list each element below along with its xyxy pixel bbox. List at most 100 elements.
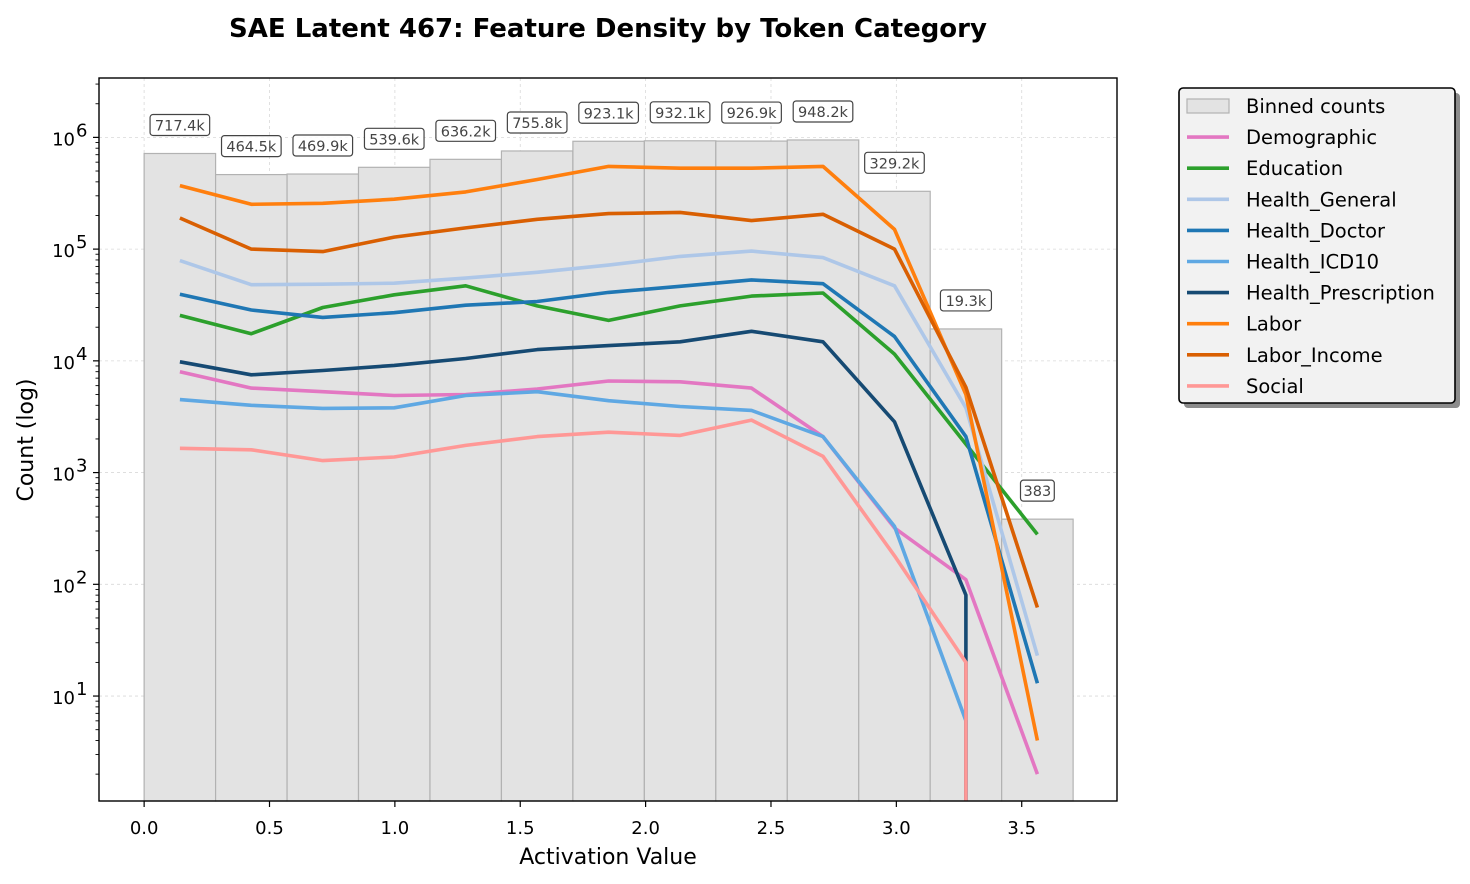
legend-entry: Education (1187, 157, 1343, 180)
legend-box (1178, 87, 1456, 404)
bin-count-label: 383 (1019, 479, 1055, 502)
bin-count-label: 923.1k (578, 101, 640, 124)
legend: Binned counts Demographic Education Health_… (1178, 87, 1460, 408)
bin-count-label: 539.6k (363, 127, 425, 150)
bin-count-label-text: 926.9k (727, 106, 778, 122)
y-tick-label: 10 (52, 465, 75, 486)
bin-count-label-text: 717.4k (155, 118, 206, 134)
bin-count-label-box (939, 289, 993, 312)
bin-count-label-text: 636.2k (441, 124, 492, 140)
series-line-labor (179, 164, 1040, 741)
series-line-health-icd10 (179, 389, 968, 801)
bin-count-label: 926.9k (721, 101, 782, 124)
histogram-bar (429, 158, 503, 802)
legend-entry: Health_Doctor (1187, 219, 1386, 242)
bin-count-label-box (864, 151, 925, 174)
legend-entry: Labor (1187, 313, 1302, 336)
legend-swatch (1186, 98, 1230, 114)
series-line-labor-income (179, 210, 1040, 609)
bin-count-label-box (363, 127, 425, 150)
bin-count-label-text: 19.3k (946, 294, 987, 310)
bin-count-label-box (149, 113, 211, 137)
bin-count-labels: 717.4k 464.5k 469.9k 539.6k 636.2k 755.8k 923.… (149, 100, 1055, 502)
bin-count-label-box (292, 134, 354, 157)
series-line-social (179, 418, 968, 801)
x-tick-label: 3.0 (882, 818, 911, 839)
x-tick-label: 2.5 (757, 818, 786, 839)
legend-label: Social (1246, 375, 1304, 398)
bin-count-label-text: 469.9k (298, 139, 349, 155)
y-tick-exponent: 5 (76, 232, 87, 253)
legend-label: Labor_Income (1246, 344, 1383, 367)
histogram-bar (643, 140, 717, 802)
y-tick-label: 10 (52, 688, 75, 709)
histogram-bar (143, 152, 217, 802)
legend-entry: Demographic (1187, 126, 1377, 149)
bin-count-label: 469.9k (292, 134, 354, 157)
bin-count-label: 464.5k (220, 134, 282, 158)
legend-entry: Social (1187, 375, 1304, 398)
histogram-bar (715, 140, 788, 802)
histogram-bar (572, 140, 645, 802)
legend-entry: Health_ICD10 (1187, 251, 1379, 274)
series-line-health-general (179, 249, 1040, 657)
y-tick-label: 10 (52, 353, 75, 374)
legend-entry: Binned counts (1186, 95, 1385, 118)
y-tick-exponent: 2 (76, 567, 87, 588)
y-tick-label: 10 (52, 576, 75, 597)
y-axis-title: Count (log) (14, 378, 39, 501)
bin-count-label: 948.2k (792, 100, 854, 123)
chart-title: SAE Latent 467: Feature Density by Token… (229, 14, 987, 44)
y-tick-exponent: 1 (76, 679, 87, 700)
bin-count-label-box (649, 101, 711, 124)
bin-count-label-text: 383 (1024, 484, 1052, 500)
bin-count-label-box (435, 119, 497, 142)
bin-count-label-text: 329.2k (870, 156, 921, 172)
x-tick-label: 1.0 (381, 818, 410, 839)
bin-count-label-box (220, 134, 282, 158)
bin-count-label: 932.1k (649, 101, 711, 124)
bin-count-label-box (721, 101, 782, 124)
histogram-bins (143, 139, 1074, 802)
legend-label: Labor (1246, 313, 1302, 336)
bin-count-label: 19.3k (939, 289, 993, 312)
bin-count-label-text: 539.6k (369, 132, 420, 148)
bin-count-label-box (578, 101, 640, 124)
x-axis-ticks: 0.0 0.5 1.0 1.5 2.0 2.5 3.0 3.5 (130, 801, 1036, 839)
bin-count-label: 329.2k (864, 151, 925, 174)
histogram-bar (286, 173, 360, 802)
bin-count-label-text: 464.5k (226, 140, 277, 156)
series-line-health-doctor (179, 278, 1040, 684)
bin-count-label-box (792, 100, 854, 123)
series-line-education (179, 284, 1039, 536)
x-tick-label: 0.0 (130, 818, 159, 839)
y-tick-label: 10 (52, 241, 75, 262)
legend-label: Demographic (1246, 126, 1377, 149)
legend-label: Binned counts (1246, 95, 1385, 118)
bin-count-label-text: 923.1k (584, 106, 635, 122)
x-tick-label: 1.5 (506, 818, 535, 839)
histogram-bar (786, 139, 860, 802)
plot-area-frame (98, 77, 1118, 802)
legend-label: Health_Doctor (1246, 219, 1386, 242)
bin-count-label: 755.8k (506, 111, 568, 134)
bin-count-label-text: 755.8k (512, 116, 563, 132)
legend-label: Health_ICD10 (1246, 251, 1379, 274)
legend-entry: Health_General (1187, 188, 1397, 211)
histogram-bar (357, 166, 431, 802)
histogram-bar (214, 173, 288, 802)
x-tick-label: 2.0 (631, 818, 660, 839)
bin-count-label-text: 948.2k (798, 105, 849, 121)
x-tick-label: 3.5 (1007, 818, 1036, 839)
legend-label: Health_General (1246, 188, 1397, 211)
series-line-health-prescription (179, 329, 968, 801)
bin-count-label-box (1019, 479, 1055, 502)
legend-entry: Health_Prescription (1187, 282, 1435, 305)
y-tick-exponent: 4 (76, 344, 87, 365)
bin-count-label: 717.4k (149, 113, 211, 137)
series-lines (179, 164, 1040, 801)
bin-count-label: 636.2k (435, 119, 497, 142)
legend-entry: Labor_Income (1187, 344, 1383, 367)
